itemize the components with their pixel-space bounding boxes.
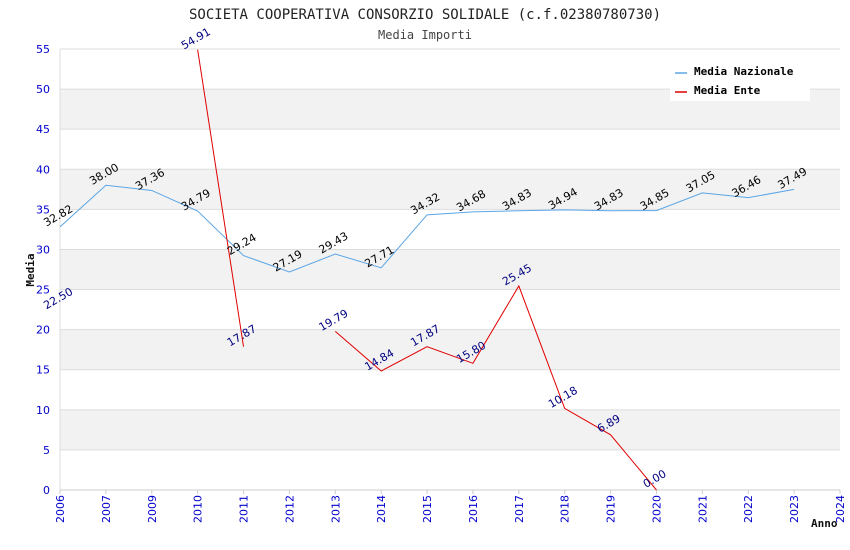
y-tick-label: 35 (36, 203, 50, 216)
legend-label-nazionale: Media Nazionale (694, 65, 794, 78)
series-line-ente (334, 284, 657, 491)
x-tick-label: 2016 (467, 495, 480, 523)
y-axis-label: Media (24, 253, 37, 286)
x-tick-label: 2006 (54, 495, 67, 523)
x-tick-label: 2023 (788, 495, 801, 523)
x-axis-ticks: 2006 2007 2009 2010 2011 2012 2013 2014 2015 2016… (54, 490, 847, 523)
y-tick-label: 55 (36, 43, 50, 56)
y-tick-label: 20 (36, 324, 50, 337)
x-tick-label: 2014 (375, 495, 388, 523)
x-tick-label: 2018 (559, 495, 572, 523)
x-tick-label: 2022 (742, 495, 755, 523)
grid-band (60, 329, 840, 370)
x-tick-label: 2019 (605, 495, 618, 523)
legend-label-ente: Media Ente (694, 84, 761, 97)
x-tick-label: 2011 (238, 495, 251, 523)
y-tick-label: 45 (36, 123, 50, 136)
x-tick-label: 2017 (513, 495, 526, 523)
grid-band (60, 169, 840, 210)
x-tick-label: 2021 (696, 495, 709, 523)
data-label: 10.18 (546, 384, 580, 411)
series-lines (59, 49, 795, 491)
series-line-ente (197, 49, 245, 347)
y-tick-label: 0 (43, 484, 50, 497)
y-tick-label: 25 (36, 284, 50, 297)
x-tick-label: 2010 (192, 495, 205, 523)
x-tick-label: 2007 (100, 495, 113, 523)
data-label: 54.91 (179, 25, 213, 52)
y-tick-label: 50 (36, 83, 50, 96)
grid-band (60, 249, 840, 290)
y-tick-label: 5 (43, 444, 50, 457)
x-axis-label: Anno (811, 517, 838, 530)
y-axis-ticks: 0 5 10 15 20 25 30 35 40 45 50 55 (36, 43, 50, 497)
x-tick-label: 2012 (283, 495, 296, 523)
grid-band (60, 409, 840, 450)
y-tick-label: 10 (36, 404, 50, 417)
y-tick-label: 30 (36, 243, 50, 256)
series-line-nazionale (59, 184, 795, 273)
y-tick-label: 15 (36, 364, 50, 377)
x-tick-label: 2009 (146, 495, 159, 523)
x-tick-label: 2015 (421, 495, 434, 523)
y-tick-label: 40 (36, 163, 50, 176)
x-tick-label: 2024 (834, 495, 847, 523)
legend: Media Nazionale Media Ente (670, 60, 810, 101)
legend-box (670, 60, 810, 101)
grid-bands (60, 89, 840, 450)
axes (59, 49, 840, 491)
chart-title: SOCIETA COOPERATIVA CONSORZIO SOLIDALE (… (189, 7, 661, 23)
x-tick-label: 2020 (650, 495, 663, 523)
chart-subtitle: Media Importi (378, 28, 472, 42)
x-tick-label: 2013 (329, 495, 342, 523)
